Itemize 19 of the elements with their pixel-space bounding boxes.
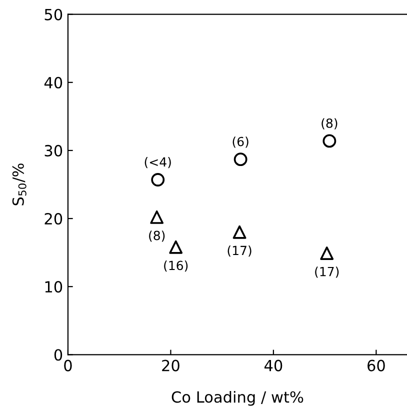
x-tick-label: 0 [64,360,72,372]
annotation: (17) [315,266,339,278]
y-tick-label: 0 [54,349,62,361]
y-tick-label: 10 [45,281,62,293]
annotation: (8) [322,118,338,130]
y-tick-label: 30 [44,144,62,156]
y-axis-title: S$_{50}$/% [12,164,26,206]
x-axis-title: Co Loading / wt% [172,390,304,406]
x-tick-label: 20 [162,360,180,372]
annotation: (16) [164,260,188,272]
y-tick-label: 40 [44,76,62,88]
annotation: (8) [149,230,165,242]
annotation: (6) [232,136,248,148]
x-tick-label: 40 [264,360,282,372]
y-tick-label: 20 [44,212,62,225]
annotation: (17) [228,246,252,257]
y-tick-label: 50 [44,8,62,20]
annotation: (<4) [144,157,171,168]
x-tick-label: 60 [368,360,385,372]
